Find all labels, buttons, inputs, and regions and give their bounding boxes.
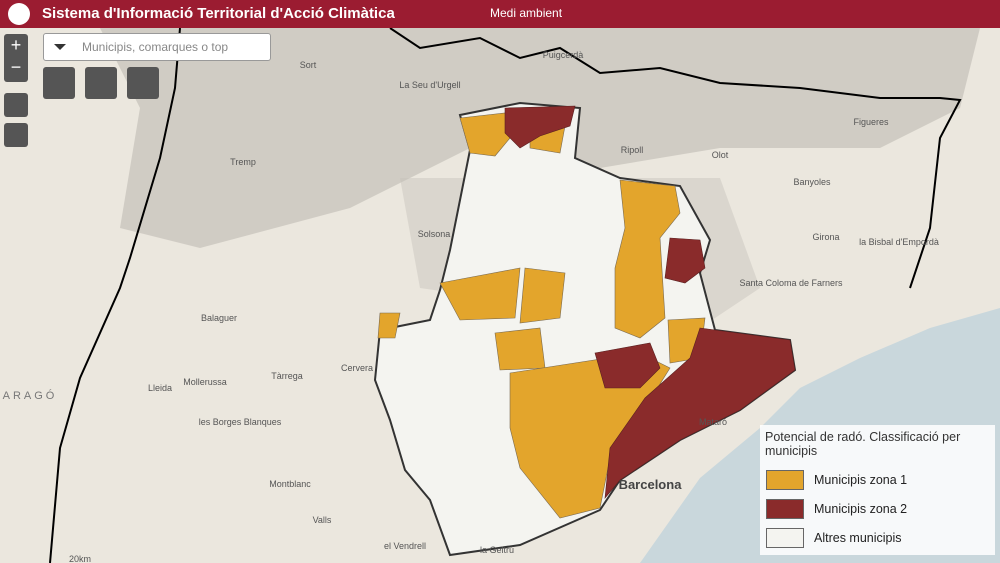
search-box[interactable]: Municipis, comarques o top bbox=[43, 33, 271, 61]
place-label: Ripoll bbox=[621, 145, 644, 155]
place-label: Sort bbox=[300, 60, 317, 70]
section-link[interactable]: Medi ambient bbox=[490, 6, 563, 20]
legend-swatch bbox=[766, 528, 804, 548]
place-label: ARAGÓ bbox=[3, 389, 58, 402]
place-label: Banyoles bbox=[793, 177, 831, 187]
legend-label: Municipis zona 2 bbox=[814, 502, 908, 516]
place-label: Valls bbox=[313, 515, 332, 525]
search-placeholder: Municipis, comarques o top bbox=[82, 40, 229, 54]
place-label: Lleida bbox=[148, 383, 172, 393]
place-label: Solsona bbox=[418, 229, 451, 239]
logo bbox=[8, 3, 30, 25]
place-label: Figueres bbox=[853, 117, 889, 127]
dropdown-arrow[interactable] bbox=[54, 44, 66, 56]
border bbox=[49, 28, 181, 563]
place-label: Tàrrega bbox=[271, 371, 303, 381]
place-label: Girona bbox=[812, 232, 839, 242]
place-label: Santa Coloma de Farners bbox=[739, 278, 843, 288]
place-label: Olot bbox=[712, 150, 729, 160]
place-label: Tremp bbox=[230, 157, 256, 167]
place-label: la Geltrú bbox=[480, 545, 514, 555]
legend-item: Municipis zona 1 bbox=[766, 470, 996, 492]
place-label: Mollerussa bbox=[183, 377, 227, 387]
map: Sort Puigcerdà La Seu d'Urgell Tremp Rip… bbox=[0, 28, 1000, 563]
place-label: el Vendrell bbox=[384, 541, 426, 551]
place-label: Montblanc bbox=[269, 479, 311, 489]
border bbox=[389, 28, 962, 289]
style-tool[interactable] bbox=[85, 67, 117, 99]
legend-swatch bbox=[766, 470, 804, 490]
legend-title: Potencial de radó. Classificació per mun… bbox=[765, 430, 961, 458]
zoom-controls[interactable]: + − bbox=[4, 34, 28, 82]
place-label: Balaguer bbox=[201, 313, 237, 323]
measure-tool[interactable] bbox=[43, 67, 75, 99]
zone-2 bbox=[504, 105, 796, 499]
legend-label: Altres municipis bbox=[814, 531, 902, 545]
legend-item: Altres municipis bbox=[766, 528, 996, 550]
place-label: Cervera bbox=[341, 363, 373, 373]
zone-1 bbox=[377, 112, 706, 519]
legend-item: Municipis zona 2 bbox=[766, 499, 996, 521]
region bbox=[373, 101, 797, 557]
home-button[interactable] bbox=[4, 93, 28, 117]
place-label: la Bisbal d'Empordà bbox=[859, 237, 939, 247]
place-label: Barcelona bbox=[619, 477, 683, 492]
scale-label: 20km bbox=[69, 554, 91, 563]
locate-button[interactable] bbox=[4, 123, 28, 147]
legend-label: Municipis zona 1 bbox=[814, 473, 908, 487]
place-label: La Seu d'Urgell bbox=[399, 80, 460, 90]
place-label: Mataró bbox=[699, 417, 727, 427]
legend-swatch bbox=[766, 499, 804, 519]
header: Sistema d'Informació Territorial d'Acció… bbox=[0, 0, 1000, 28]
legend: Potencial de radó. Classificació per mun… bbox=[760, 425, 995, 555]
place-label: Puigcerdà bbox=[543, 50, 584, 60]
info-tool[interactable] bbox=[127, 67, 159, 99]
place-label: les Borges Blanques bbox=[199, 417, 282, 427]
app-title: Sistema d'Informació Territorial d'Acció… bbox=[42, 5, 395, 22]
